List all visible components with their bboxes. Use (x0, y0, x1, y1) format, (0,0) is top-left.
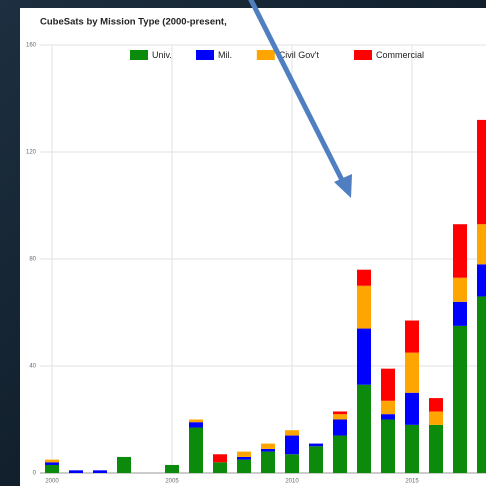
legend-swatch (196, 50, 214, 60)
bar-segment (165, 464, 179, 473)
bar-segment (69, 470, 83, 473)
bar-segment (237, 451, 251, 457)
x-tick-label: 2000 (45, 479, 59, 485)
bar-segment (285, 435, 299, 455)
bar-segment (189, 422, 203, 428)
legend-label: Commercial (376, 50, 424, 60)
bar-segment (405, 352, 419, 393)
bar-segment (213, 454, 227, 463)
legend-label: Univ. (152, 50, 172, 60)
bar-segment (381, 414, 395, 420)
bar-segment (477, 119, 486, 225)
bar-segment (45, 459, 59, 463)
bar-segment (285, 430, 299, 436)
bar-segment (261, 448, 275, 452)
bar-segment (453, 277, 467, 302)
legend: Univ. Mil. Civil Gov't Commercial (130, 50, 424, 60)
bar-segment (381, 419, 395, 473)
bar-segment (261, 443, 275, 449)
bar-segment (453, 325, 467, 473)
bar-segment (453, 301, 467, 326)
plot: 0 40 80 120 160 2000 2005 2010 2015 (26, 43, 486, 485)
bar-segment (381, 400, 395, 415)
arrow-shaft (248, 0, 346, 184)
bar-segment (429, 398, 443, 412)
bar-segment (405, 320, 419, 353)
bar-segment (333, 435, 347, 473)
bar-segment (477, 224, 486, 265)
bar-segment (357, 328, 371, 385)
bar-segment (237, 459, 251, 473)
bar-segment (333, 419, 347, 436)
y-tick-label: 120 (26, 150, 37, 156)
bar-segment (189, 427, 203, 473)
bar-segment (381, 368, 395, 401)
bar-segment (237, 456, 251, 460)
bar-segment (117, 456, 131, 473)
bar-segment (429, 411, 443, 425)
bar-segment (309, 443, 323, 447)
bar-segment (45, 464, 59, 473)
annotation-arrow (248, 0, 352, 198)
bar-segment (93, 470, 107, 473)
bar-segment (333, 414, 347, 420)
y-tick-label: 160 (26, 43, 37, 49)
legend-label: Civil Gov't (279, 50, 320, 60)
bar-segment (45, 462, 59, 465)
arrow-head (334, 174, 352, 198)
legend-swatch (354, 50, 372, 60)
y-tick-label: 80 (29, 257, 36, 263)
bar-segment (285, 454, 299, 473)
legend-label: Mil. (218, 50, 232, 60)
bar-segment (477, 264, 486, 297)
bar-segment (261, 451, 275, 473)
bar-segment (357, 269, 371, 286)
bar-segment (333, 411, 347, 415)
bar-segment (309, 446, 323, 473)
legend-swatch (130, 50, 148, 60)
y-tick-label: 0 (33, 471, 37, 477)
bar-segment (453, 224, 467, 278)
bar-segment (405, 392, 419, 425)
x-tick-label: 2010 (285, 479, 299, 485)
y-tick-label: 40 (29, 364, 36, 370)
legend-swatch (256, 50, 275, 60)
bar-segment (477, 296, 486, 473)
bar-segment (429, 424, 443, 473)
chart-title: CubeSats by Mission Type (2000-present, (40, 17, 227, 28)
bar-segment (189, 419, 203, 423)
x-tick-label: 2015 (405, 479, 419, 485)
bar-segment (357, 384, 371, 473)
x-tick-label: 2005 (165, 479, 179, 485)
bar-segment (357, 285, 371, 329)
bar-segment (405, 424, 419, 473)
bar-segment (213, 462, 227, 473)
